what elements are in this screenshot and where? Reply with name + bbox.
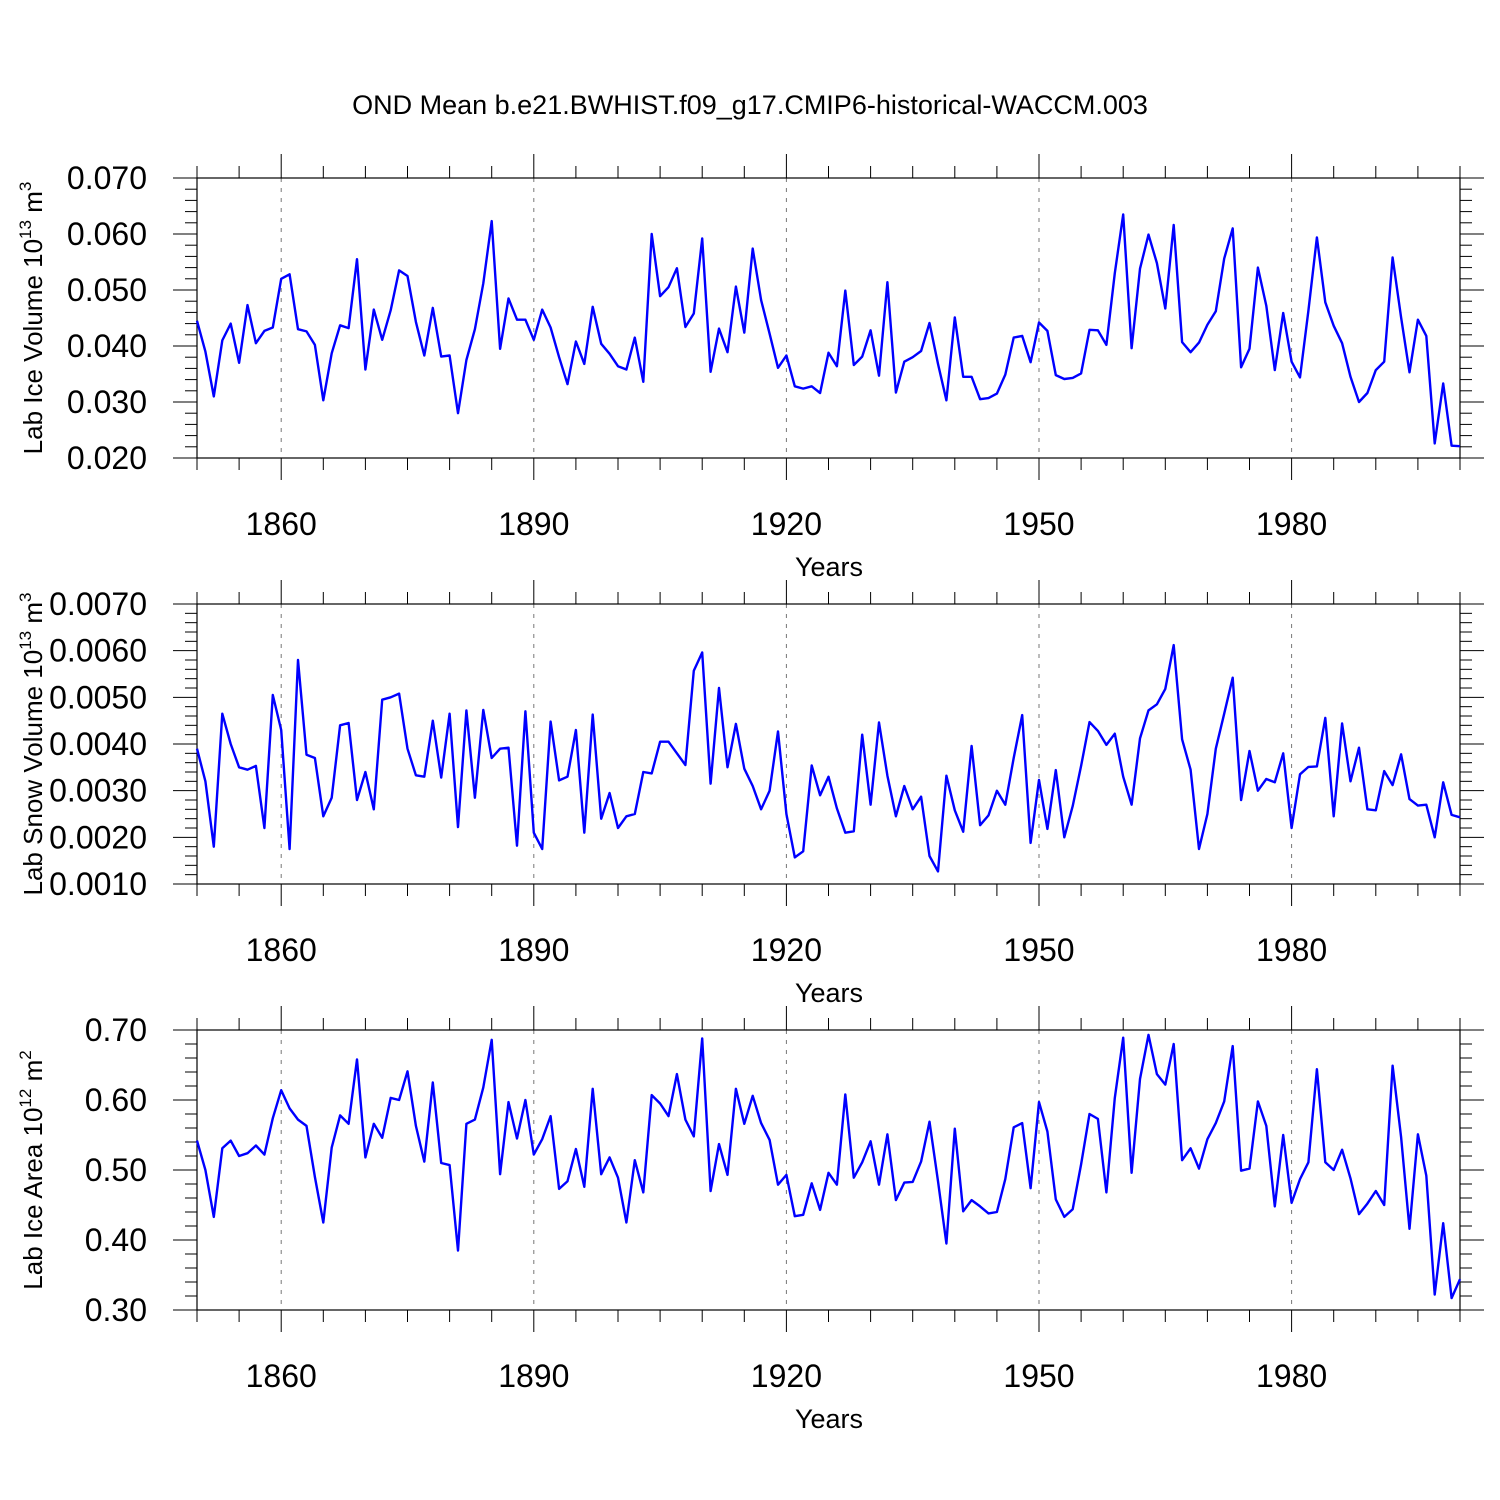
panel-3: 1860 1890 1920 1950 1980 0.30 0.40 0.50 0.60 0.70… <box>16 1006 1484 1434</box>
y-tick-label: 0.0010 <box>49 866 147 902</box>
figure-title: OND Mean b.e21.BWHIST.f09_g17.CMIP6-hist… <box>352 90 1148 120</box>
x-tick-label: 1920 <box>751 932 822 968</box>
y-axis-label-part: 3 <box>16 592 35 601</box>
y-axis-label: Lab Ice Volume 1013 m3 <box>16 182 48 455</box>
panel-1: 1860 1890 1920 1950 1980 0.020 0.030 0.040 0.050… <box>16 154 1484 582</box>
x-tick-label: 1980 <box>1256 506 1327 542</box>
y-tick-label: 0.0030 <box>49 773 147 809</box>
x-tick-label: 1950 <box>1003 932 1074 968</box>
x-tick-label: 1920 <box>751 1358 822 1394</box>
plot-frame <box>196 603 1461 885</box>
x-tick-label: 1980 <box>1256 932 1327 968</box>
y-axis-label-part: 3 <box>16 182 35 191</box>
y-tick-label: 0.030 <box>67 384 147 420</box>
y-axis-label: Lab Ice Area 1012 m2 <box>16 1050 48 1289</box>
series-line <box>195 1033 1462 1300</box>
x-tick-label: 1890 <box>498 1358 569 1394</box>
x-tick-label: 1860 <box>246 506 317 542</box>
y-axis-label-part: Lab Ice Volume 10 <box>18 239 48 454</box>
x-axis-label: Years <box>795 1404 863 1434</box>
x-tick-label: 1950 <box>1003 506 1074 542</box>
x-tick-label: 1890 <box>498 506 569 542</box>
y-axis-label-part: m <box>18 602 48 631</box>
plot-frame <box>196 177 1461 459</box>
y-axis-label: Lab Snow Volume 1013 m3 <box>16 592 48 895</box>
y-tick-label: 0.050 <box>67 272 147 308</box>
x-tick-label: 1890 <box>498 932 569 968</box>
series-line <box>195 213 1461 448</box>
x-tick-label: 1920 <box>751 506 822 542</box>
y-tick-label: 0.060 <box>67 216 147 252</box>
y-axis-label-part: 13 <box>16 220 35 239</box>
y-tick-label: 0.70 <box>85 1012 147 1048</box>
y-tick-label: 0.0070 <box>49 586 147 622</box>
y-axis-label-part: 2 <box>16 1050 35 1059</box>
panel-2: 1860 1890 1920 1950 1980 0.0010 0.0020 0.0030 0.… <box>16 580 1484 1008</box>
y-tick-label: 0.60 <box>85 1082 147 1118</box>
y-tick-label: 0.020 <box>67 440 147 476</box>
y-axis-label-part: 12 <box>16 1089 35 1108</box>
y-tick-label: 0.30 <box>85 1292 147 1328</box>
x-axis-label: Years <box>795 978 863 1008</box>
plot-frame <box>196 1029 1461 1311</box>
y-tick-label: 0.040 <box>67 328 147 364</box>
y-axis-label-part: m <box>18 1060 48 1089</box>
y-tick-label: 0.0020 <box>49 819 147 855</box>
x-tick-label: 1950 <box>1003 1358 1074 1394</box>
series-line <box>195 643 1461 873</box>
y-tick-label: 0.0040 <box>49 726 147 762</box>
x-axis-label: Years <box>795 552 863 582</box>
y-axis-label-part: m <box>18 191 48 220</box>
y-tick-label: 0.0050 <box>49 679 147 715</box>
y-axis-label-part: 13 <box>16 631 35 650</box>
x-tick-label: 1980 <box>1256 1358 1327 1394</box>
y-tick-label: 0.50 <box>85 1152 147 1188</box>
y-axis-label-part: Lab Ice Area 10 <box>18 1108 48 1290</box>
y-tick-label: 0.0060 <box>49 633 147 669</box>
y-tick-label: 0.40 <box>85 1222 147 1258</box>
y-axis-label-part: Lab Snow Volume 10 <box>18 650 48 896</box>
x-tick-label: 1860 <box>246 1358 317 1394</box>
y-tick-label: 0.070 <box>67 160 147 196</box>
x-tick-label: 1860 <box>246 932 317 968</box>
